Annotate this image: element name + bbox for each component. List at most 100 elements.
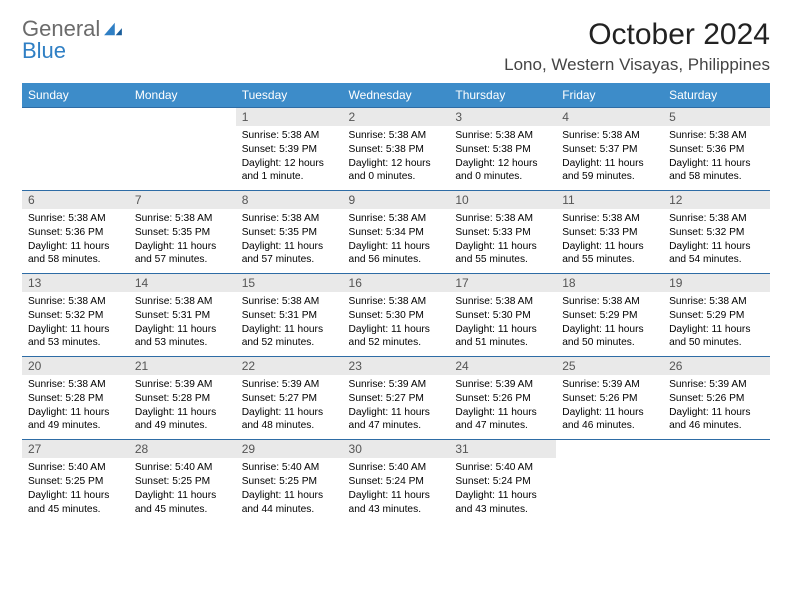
weekday-header: Saturday [663,83,770,108]
sunrise-line: Sunrise: 5:38 AM [242,295,337,309]
day-cell: Sunrise: 5:40 AMSunset: 5:25 PMDaylight:… [129,458,236,522]
day-number: 11 [556,191,663,209]
logo-text-blue: Blue [22,40,66,62]
day-cell: Sunrise: 5:38 AMSunset: 5:35 PMDaylight:… [236,209,343,273]
day-cell: Sunrise: 5:39 AMSunset: 5:26 PMDaylight:… [449,375,556,439]
sunrise-line: Sunrise: 5:39 AM [242,378,337,392]
daylight-line: Daylight: 11 hours and 55 minutes. [562,240,657,268]
sunset-line: Sunset: 5:26 PM [562,392,657,406]
sunset-line: Sunset: 5:24 PM [455,475,550,489]
title-block: October 2024 Lono, Western Visayas, Phil… [504,18,770,75]
sunrise-line: Sunrise: 5:38 AM [28,378,123,392]
day-number: 28 [129,440,236,458]
daylight-line: Daylight: 11 hours and 52 minutes. [242,323,337,351]
day-cell: Sunrise: 5:40 AMSunset: 5:24 PMDaylight:… [343,458,450,522]
day-cell-empty [22,126,129,135]
daylight-line: Daylight: 11 hours and 54 minutes. [669,240,764,268]
daylight-line: Daylight: 11 hours and 47 minutes. [455,406,550,434]
day-row: Sunrise: 5:38 AMSunset: 5:28 PMDaylight:… [22,375,770,440]
weekday-row: SundayMondayTuesdayWednesdayThursdayFrid… [22,83,770,108]
sunset-line: Sunset: 5:28 PM [28,392,123,406]
day-number: 18 [556,274,663,292]
day-number: 30 [343,440,450,458]
sunrise-line: Sunrise: 5:38 AM [455,295,550,309]
header: General Blue October 2024 Lono, Western … [22,18,770,75]
daylight-line: Daylight: 11 hours and 53 minutes. [28,323,123,351]
sunset-line: Sunset: 5:35 PM [135,226,230,240]
day-number: 14 [129,274,236,292]
day-cell: Sunrise: 5:39 AMSunset: 5:26 PMDaylight:… [663,375,770,439]
day-cell: Sunrise: 5:38 AMSunset: 5:34 PMDaylight:… [343,209,450,273]
day-cell: Sunrise: 5:38 AMSunset: 5:35 PMDaylight:… [129,209,236,273]
day-number: 4 [556,108,663,126]
sunset-line: Sunset: 5:30 PM [349,309,444,323]
day-cell: Sunrise: 5:38 AMSunset: 5:29 PMDaylight:… [663,292,770,356]
sunrise-line: Sunrise: 5:38 AM [349,129,444,143]
day-cell: Sunrise: 5:39 AMSunset: 5:28 PMDaylight:… [129,375,236,439]
daynum-row: 2728293031 [22,440,770,459]
daylight-line: Daylight: 11 hours and 43 minutes. [455,489,550,517]
day-number [129,108,236,112]
day-number: 24 [449,357,556,375]
day-number: 3 [449,108,556,126]
day-cell: Sunrise: 5:39 AMSunset: 5:27 PMDaylight:… [236,375,343,439]
day-number: 5 [663,108,770,126]
sunrise-line: Sunrise: 5:38 AM [349,295,444,309]
daylight-line: Daylight: 12 hours and 0 minutes. [349,157,444,185]
day-number: 6 [22,191,129,209]
day-number: 12 [663,191,770,209]
sunrise-line: Sunrise: 5:38 AM [349,212,444,226]
day-row: Sunrise: 5:38 AMSunset: 5:32 PMDaylight:… [22,292,770,357]
daylight-line: Daylight: 11 hours and 57 minutes. [135,240,230,268]
daynum-row: 13141516171819 [22,274,770,293]
sunrise-line: Sunrise: 5:38 AM [28,212,123,226]
sail-icon [102,21,124,37]
sunset-line: Sunset: 5:33 PM [455,226,550,240]
day-number [556,440,663,444]
day-number: 29 [236,440,343,458]
day-number: 8 [236,191,343,209]
day-cell-empty [663,458,770,467]
day-cell: Sunrise: 5:38 AMSunset: 5:32 PMDaylight:… [663,209,770,273]
daylight-line: Daylight: 11 hours and 52 minutes. [349,323,444,351]
day-cell: Sunrise: 5:40 AMSunset: 5:25 PMDaylight:… [236,458,343,522]
sunrise-line: Sunrise: 5:38 AM [135,212,230,226]
sunrise-line: Sunrise: 5:38 AM [669,129,764,143]
day-number: 19 [663,274,770,292]
sunrise-line: Sunrise: 5:40 AM [455,461,550,475]
sunset-line: Sunset: 5:39 PM [242,143,337,157]
day-cell: Sunrise: 5:39 AMSunset: 5:27 PMDaylight:… [343,375,450,439]
daylight-line: Daylight: 11 hours and 45 minutes. [135,489,230,517]
day-cell: Sunrise: 5:38 AMSunset: 5:36 PMDaylight:… [663,126,770,190]
daylight-line: Daylight: 11 hours and 56 minutes. [349,240,444,268]
daylight-line: Daylight: 12 hours and 1 minute. [242,157,337,185]
month-title: October 2024 [504,18,770,52]
weekday-header: Thursday [449,83,556,108]
daylight-line: Daylight: 11 hours and 57 minutes. [242,240,337,268]
daylight-line: Daylight: 11 hours and 59 minutes. [562,157,657,185]
sunrise-line: Sunrise: 5:39 AM [669,378,764,392]
day-number: 15 [236,274,343,292]
day-number: 13 [22,274,129,292]
sunrise-line: Sunrise: 5:38 AM [669,295,764,309]
sunset-line: Sunset: 5:26 PM [669,392,764,406]
sunset-line: Sunset: 5:26 PM [455,392,550,406]
day-number: 1 [236,108,343,126]
sunrise-line: Sunrise: 5:39 AM [562,378,657,392]
sunrise-line: Sunrise: 5:39 AM [455,378,550,392]
sunset-line: Sunset: 5:28 PM [135,392,230,406]
day-number: 25 [556,357,663,375]
daylight-line: Daylight: 11 hours and 49 minutes. [28,406,123,434]
sunrise-line: Sunrise: 5:39 AM [135,378,230,392]
sunrise-line: Sunrise: 5:39 AM [349,378,444,392]
day-number: 7 [129,191,236,209]
day-number: 27 [22,440,129,458]
sunset-line: Sunset: 5:33 PM [562,226,657,240]
day-cell: Sunrise: 5:38 AMSunset: 5:37 PMDaylight:… [556,126,663,190]
day-cell: Sunrise: 5:38 AMSunset: 5:29 PMDaylight:… [556,292,663,356]
daynum-row: 6789101112 [22,191,770,210]
day-cell: Sunrise: 5:38 AMSunset: 5:28 PMDaylight:… [22,375,129,439]
day-row: Sunrise: 5:40 AMSunset: 5:25 PMDaylight:… [22,458,770,522]
day-number: 2 [343,108,450,126]
day-cell-empty [556,458,663,467]
